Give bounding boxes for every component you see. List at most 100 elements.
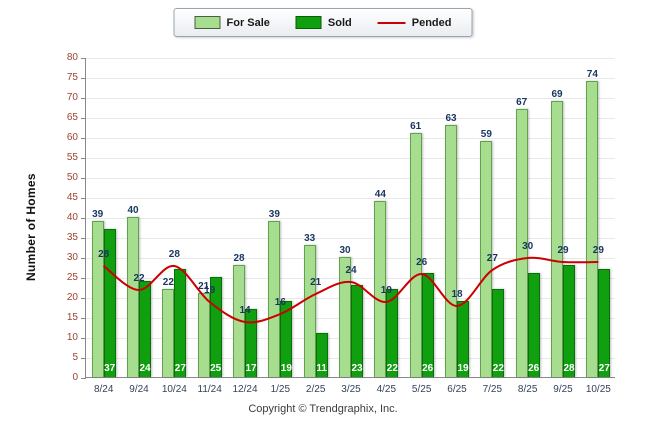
value-label-sold: 22 [492,363,504,374]
y-tick-label: 50 [66,172,78,183]
pended-line-swatch-icon [377,21,406,24]
value-label-for-sale: 39 [268,209,280,220]
bar-for-sale [409,133,422,377]
y-tick-mark [81,278,86,279]
y-tick-mark [81,178,86,179]
bar-for-sale [127,217,139,377]
legend-label-pended: Pended [411,16,452,29]
value-label-for-sale: 22 [162,277,174,288]
bar-for-sale [445,125,457,377]
y-tick-mark [81,118,86,119]
copyright-text: Copyright © Trendgraphix, Inc. [248,403,398,415]
value-label-pended: 28 [168,249,180,260]
y-tick-label: 10 [66,332,78,343]
value-label-for-sale: 30 [339,245,351,256]
bar-for-sale [233,265,245,377]
value-label-sold: 24 [139,363,151,374]
value-label-sold: 11 [316,363,327,374]
value-label-sold: 27 [598,363,610,374]
value-label-for-sale: 33 [304,233,316,244]
y-tick-mark [81,378,86,379]
bar-for-sale [551,101,563,377]
x-tick-label: 9/24 [129,384,149,395]
gridline [86,118,615,119]
legend: For Sale Sold Pended [173,8,473,37]
value-label-pended: 29 [592,245,604,256]
x-tick-label: 6/25 [447,384,467,395]
x-tick-label: 10/25 [585,384,611,395]
y-tick-mark [81,318,86,319]
value-label-pended: 16 [274,297,286,308]
y-tick-mark [81,218,86,219]
gridline [86,58,615,59]
sold-swatch-icon [295,16,322,29]
value-label-pended: 30 [522,241,534,252]
bar-sold [527,273,540,377]
x-tick-label: 4/25 [376,384,397,395]
y-tick-mark [81,338,86,339]
value-label-pended: 27 [486,253,498,264]
x-tick-label: 11/24 [197,384,222,395]
y-tick-mark [81,298,86,299]
value-label-sold: 37 [104,363,116,374]
y-tick-mark [81,198,86,199]
y-tick-mark [81,258,86,259]
x-tick-label: 1/25 [270,384,291,395]
plot-area: 0 5 10 15 20 25 30 35 40 45 50 55 60 65 70 75 80 39 37 8/24… [67,52,615,395]
legend-item-sold: Sold [295,16,352,29]
value-label-pended: 21 [310,277,322,288]
y-tick-label: 5 [72,352,78,363]
y-tick-label: 45 [66,192,78,203]
value-label-pended: 19 [380,285,392,296]
x-tick-label: 12/24 [232,384,258,395]
y-tick-label: 55 [66,152,78,163]
value-label-for-sale: 63 [445,113,457,124]
bar-for-sale [91,221,104,377]
value-label-for-sale: 28 [233,253,245,264]
x-tick-label: 9/25 [553,384,573,395]
value-label-sold: 19 [457,363,469,374]
value-label-pended: 19 [204,285,216,296]
value-label-sold: 26 [528,363,540,374]
value-label-for-sale: 44 [374,189,386,200]
bar-for-sale [303,245,316,377]
value-label-sold: 25 [210,363,222,374]
gridline [86,238,615,239]
value-label-for-sale: 74 [586,69,598,80]
value-label-sold: 28 [563,363,575,374]
for-sale-swatch-icon [194,16,221,29]
y-tick-mark [81,158,86,159]
y-tick-mark [81,138,86,139]
y-tick-label: 60 [66,132,78,143]
bar-sold [315,333,328,377]
value-label-sold: 26 [422,363,434,374]
y-tick-label: 30 [66,252,78,263]
y-tick-label: 40 [66,212,78,223]
x-tick-label: 5/25 [411,384,432,395]
y-tick-label: 65 [66,112,78,123]
legend-item-pended: Pended [377,16,452,29]
x-tick-label: 2/25 [305,384,326,395]
x-tick-label: 8/24 [93,384,114,395]
value-label-for-sale: 39 [92,209,104,220]
bar-for-sale [586,81,599,377]
value-label-pended: 24 [345,265,357,276]
value-label-for-sale: 40 [127,205,139,216]
bar-sold [421,273,434,377]
gridline [86,78,615,79]
legend-label-sold: Sold [327,16,352,29]
value-label-sold: 27 [174,363,186,374]
gridline [86,218,615,219]
y-tick-label: 75 [66,72,78,83]
value-label-for-sale: 69 [551,89,563,100]
y-axis-title: Number of Homes [24,173,38,281]
x-tick-label: 8/25 [517,384,538,395]
value-label-for-sale: 61 [410,121,422,132]
legend-label-for-sale: For Sale [226,16,270,29]
y-tick-mark [81,358,86,359]
y-tick-mark [81,78,86,79]
value-label-pended: 28 [98,249,110,260]
x-tick-label: 10/24 [161,384,187,395]
value-label-sold: 17 [245,363,257,374]
